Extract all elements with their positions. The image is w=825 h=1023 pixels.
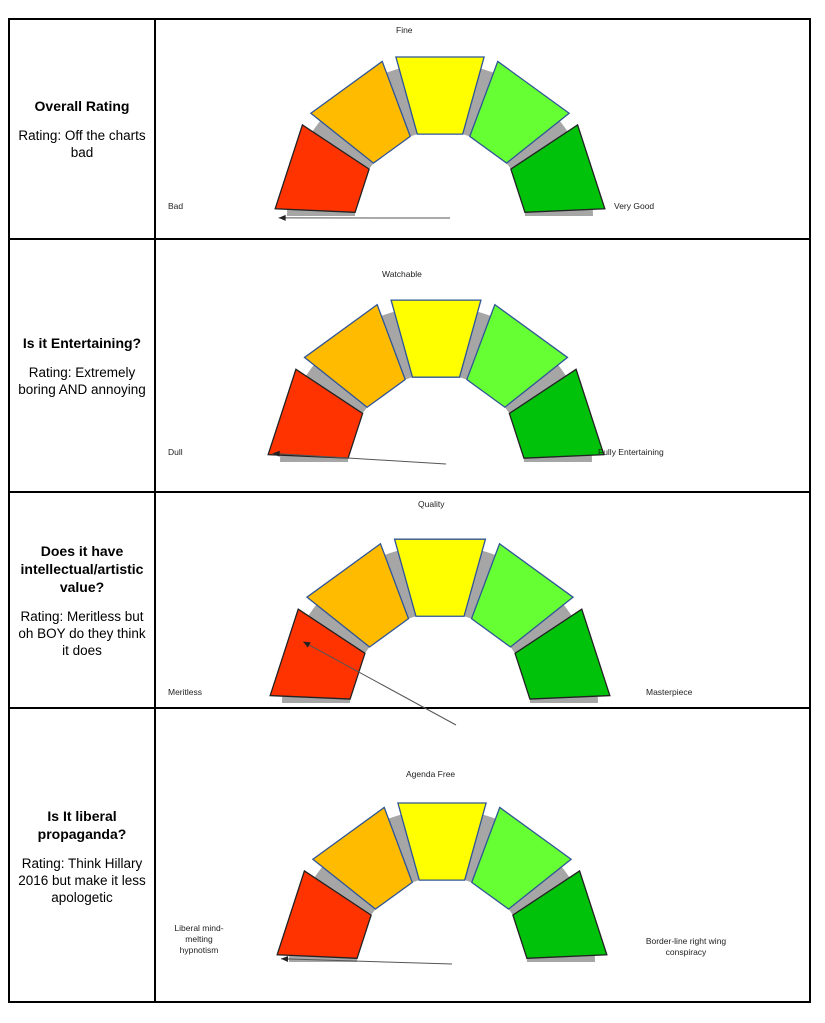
question-cell: Overall Rating Rating: Off the charts ba…: [10, 20, 156, 238]
gauge-segment-green: [514, 608, 611, 700]
gauge-label-high: Border-line right wing conspiracy: [645, 936, 727, 957]
gauge-segment-yellow: [393, 538, 487, 617]
gauge-needle-line: [272, 452, 447, 465]
gauge-needle-line: [302, 641, 457, 726]
gauge-segment-red: [274, 123, 370, 213]
gauge-label-high: Masterpiece: [646, 687, 693, 697]
gauge-segment-orange: [303, 303, 406, 409]
gauge-svg: [276, 802, 608, 965]
gauge-needle-line: [281, 958, 453, 965]
gauge-label-low: Meritless: [168, 687, 203, 697]
gauge-segment-lightgreen: [470, 806, 573, 910]
question-title: Is it Entertaining?: [22, 334, 142, 351]
gauge-svg: [269, 538, 611, 726]
gauge-segment-yellow: [397, 802, 487, 881]
gauge-overall: Fine Bad Very Good: [156, 20, 809, 238]
gauge-svg: [267, 299, 605, 465]
gauge-segment-yellow: [390, 299, 482, 378]
question-cell: Is it Entertaining? Rating: Extremely bo…: [10, 240, 156, 491]
gauge-label-high: Fully Entertaining: [598, 447, 664, 457]
rating-text: Rating: Think Hillary 2016 but make it l…: [18, 855, 146, 905]
gauge-label-mid: Quality: [418, 499, 445, 509]
gauge-needle-head: [278, 214, 286, 221]
question-title: Does it have intellectual/artistic value…: [20, 542, 144, 595]
gauge-segment-red: [267, 368, 364, 459]
gauge-needle-head: [272, 450, 280, 457]
row-overall: Overall Rating Rating: Off the charts ba…: [10, 20, 809, 240]
gauge-segment-lightgreen: [468, 60, 571, 164]
gauge-label-mid: Agenda Free: [406, 769, 456, 779]
gauge-label-high: Very Good: [614, 201, 655, 211]
row-propaganda: Is It liberal propaganda? Rating: Think …: [10, 709, 809, 1003]
gauge-label-low: Bad: [168, 201, 184, 211]
gauge-label-mid: Fine: [396, 25, 413, 35]
row-entertaining: Is it Entertaining? Rating: Extremely bo…: [10, 240, 809, 493]
gauge-intellectual: Quality Meritless Masterpiece: [156, 493, 809, 726]
gauge-segment-orange: [305, 542, 410, 648]
gauge-label-low: Liberal mind-melting hypnotism: [174, 923, 224, 955]
gauge-segment-green: [510, 123, 606, 213]
gauge-segment-lightgreen: [470, 542, 575, 648]
gauge-segment-red: [269, 608, 366, 700]
rating-text: Rating: Off the charts bad: [18, 128, 146, 160]
gauge-segment-green: [512, 869, 608, 959]
gauge-segment-orange: [309, 60, 412, 164]
gauge-segment-yellow: [395, 56, 485, 135]
gauge-segment-lightgreen: [466, 303, 569, 409]
row-intellectual: Does it have intellectual/artistic value…: [10, 493, 809, 726]
question-cell: Does it have intellectual/artistic value…: [10, 493, 156, 707]
gauge-segment-orange: [311, 806, 414, 910]
question-cell: Is It liberal propaganda? Rating: Think …: [10, 709, 156, 1003]
rating-text: Rating: Meritless but oh BOY do they thi…: [18, 608, 146, 658]
question-title: Is It liberal propaganda?: [37, 807, 127, 842]
gauge-needle-head: [303, 641, 311, 648]
gauge-segment-green: [508, 368, 605, 459]
rating-table: Overall Rating Rating: Off the charts ba…: [8, 18, 811, 1003]
gauge-label-mid: Watchable: [382, 269, 422, 279]
gauge-svg: [274, 56, 606, 221]
gauge-entertaining: Watchable Dull Fully Entertaining: [156, 240, 809, 491]
gauge-segment-red: [276, 869, 372, 959]
gauge-label-low: Dull: [168, 447, 183, 457]
rating-text: Rating: Extremely boring AND annoying: [18, 364, 146, 397]
gauge-propaganda: Agenda Free Liberal mind-melting hypnoti…: [156, 709, 809, 1003]
gauge-needle-head: [281, 955, 289, 962]
question-title: Overall Rating: [34, 98, 130, 114]
